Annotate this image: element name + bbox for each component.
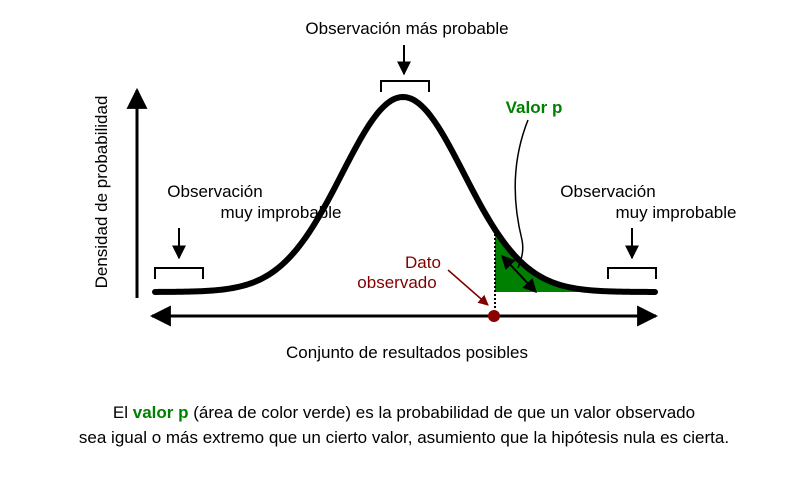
- label: Observación: [167, 182, 262, 201]
- p-value-pointer: [514, 119, 529, 269]
- axis-label: Conjunto de resultados posibles: [286, 343, 528, 362]
- bracket: [607, 267, 657, 279]
- observed-pointer: [447, 269, 489, 306]
- caption-part: (área de color verde) es la probabilidad…: [189, 403, 696, 422]
- caption-part: El: [113, 403, 133, 422]
- label: Observación: [560, 182, 655, 201]
- bracket: [154, 267, 204, 279]
- caption-part: valor p: [133, 403, 189, 422]
- observed-point: [488, 310, 500, 322]
- caption: sea igual o más extremo que un cierto va…: [79, 428, 729, 447]
- label: Observación más probable: [305, 19, 508, 38]
- p-value-pointer: [501, 254, 537, 294]
- density-curve: [152, 93, 658, 295]
- label: muy improbable: [616, 203, 737, 222]
- label: muy improbable: [221, 203, 342, 222]
- label: Dato: [405, 253, 441, 272]
- axis-label: Densidad de probabilidad: [92, 96, 111, 289]
- bracket: [380, 80, 430, 92]
- label: observado: [357, 273, 436, 292]
- label: Valor p: [506, 98, 563, 117]
- caption: El valor p (área de color verde) es la p…: [113, 403, 695, 422]
